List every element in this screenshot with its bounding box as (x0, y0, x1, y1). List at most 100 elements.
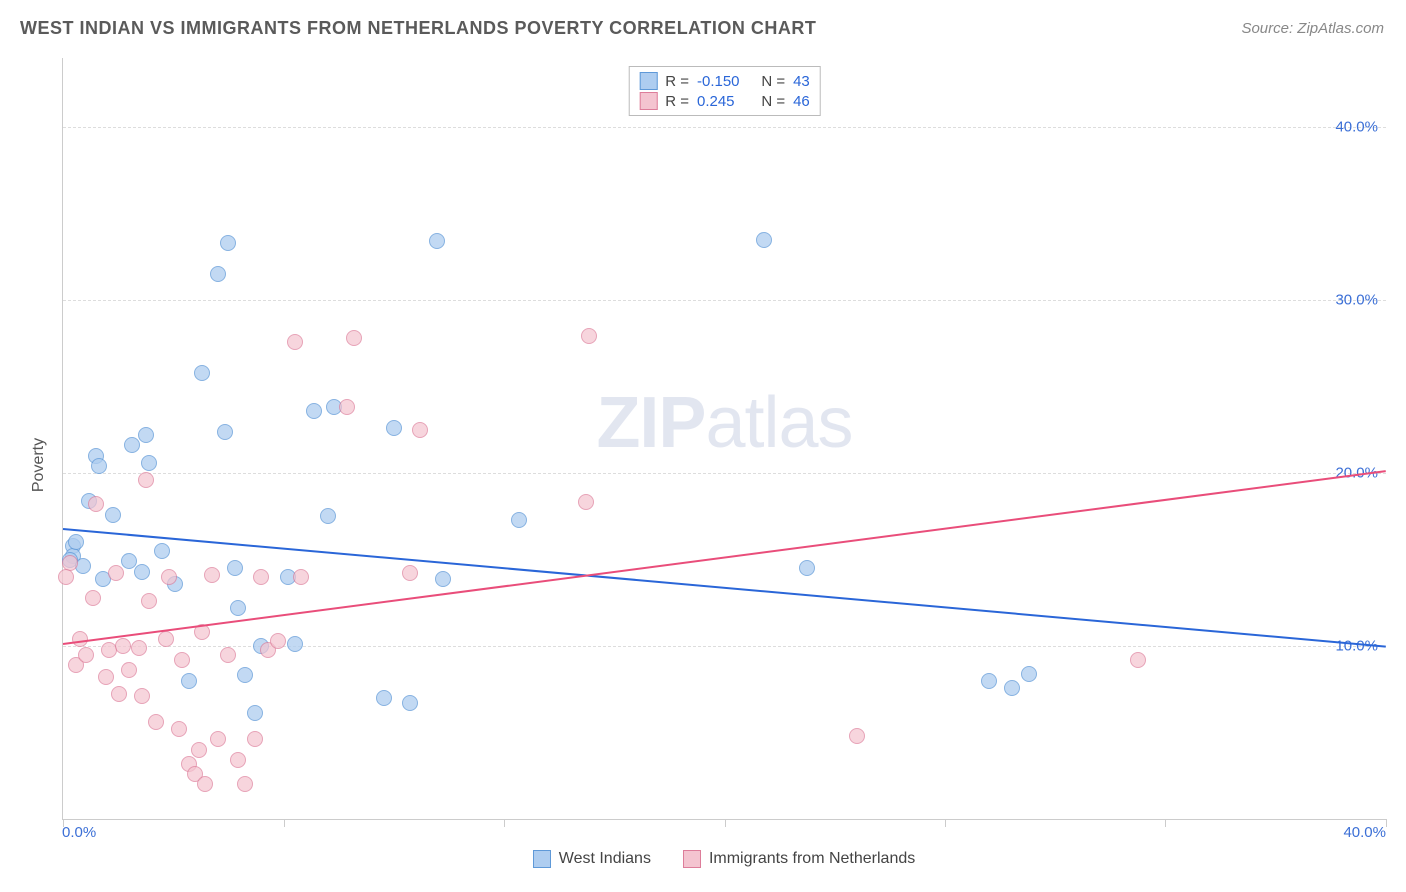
scatter-point (158, 631, 174, 647)
scatter-point (197, 776, 213, 792)
chart-container: Poverty ZIPatlas R = -0.150 N = 43R = 0.… (20, 58, 1386, 872)
scatter-point (435, 571, 451, 587)
scatter-point (376, 690, 392, 706)
scatter-point (1004, 680, 1020, 696)
scatter-point (108, 565, 124, 581)
scatter-point (237, 667, 253, 683)
scatter-point (247, 731, 263, 747)
stat-n-value: 43 (793, 73, 810, 90)
stat-n-label: N = (753, 93, 785, 110)
scatter-point (134, 564, 150, 580)
scatter-point (115, 638, 131, 654)
y-axis-label: Poverty (30, 438, 48, 492)
stat-n-label: N = (753, 73, 785, 90)
stat-n-value: 46 (793, 93, 810, 110)
scatter-point (429, 233, 445, 249)
stats-row: R = 0.245 N = 46 (639, 91, 810, 111)
scatter-point (581, 328, 597, 344)
y-tick-label: 40.0% (1335, 119, 1378, 136)
scatter-point (799, 560, 815, 576)
scatter-point (578, 494, 594, 510)
watermark-thin: atlas (705, 383, 852, 463)
series-legend: West Indians Immigrants from Netherlands (62, 846, 1386, 872)
scatter-point (98, 669, 114, 685)
scatter-point (58, 569, 74, 585)
scatter-point (253, 569, 269, 585)
scatter-point (124, 437, 140, 453)
scatter-point (154, 543, 170, 559)
scatter-point (402, 695, 418, 711)
trend-line (63, 470, 1386, 645)
scatter-point (191, 742, 207, 758)
scatter-point (161, 569, 177, 585)
x-tick (1386, 819, 1387, 827)
scatter-point (141, 455, 157, 471)
scatter-point (134, 688, 150, 704)
trend-line (63, 528, 1386, 648)
scatter-point (138, 472, 154, 488)
scatter-point (105, 507, 121, 523)
stat-r-value: 0.245 (697, 93, 745, 110)
scatter-point (141, 593, 157, 609)
scatter-point (227, 560, 243, 576)
stat-r-label: R = (665, 93, 689, 110)
scatter-point (217, 424, 233, 440)
legend-item: Immigrants from Netherlands (683, 850, 915, 868)
scatter-point (121, 662, 137, 678)
scatter-point (849, 728, 865, 744)
scatter-point (174, 652, 190, 668)
scatter-point (247, 705, 263, 721)
scatter-point (320, 508, 336, 524)
grid-line (63, 300, 1386, 301)
scatter-point (230, 600, 246, 616)
scatter-point (181, 673, 197, 689)
scatter-point (220, 647, 236, 663)
legend-swatch (533, 850, 551, 868)
scatter-point (402, 565, 418, 581)
scatter-point (85, 590, 101, 606)
scatter-point (68, 534, 84, 550)
scatter-point (237, 776, 253, 792)
scatter-point (287, 334, 303, 350)
scatter-point (131, 640, 147, 656)
scatter-point (1021, 666, 1037, 682)
legend-label: Immigrants from Netherlands (709, 850, 915, 868)
scatter-point (210, 266, 226, 282)
scatter-point (981, 673, 997, 689)
scatter-point (511, 512, 527, 528)
scatter-point (1130, 652, 1146, 668)
plot-area: ZIPatlas R = -0.150 N = 43R = 0.245 N = … (62, 58, 1386, 820)
source-attribution: Source: ZipAtlas.com (1241, 20, 1384, 37)
legend-swatch (639, 92, 657, 110)
x-axis-labels: 0.0% 40.0% (62, 824, 1386, 844)
watermark: ZIPatlas (596, 382, 852, 464)
grid-line (63, 473, 1386, 474)
legend-label: West Indians (559, 850, 651, 868)
stat-r-label: R = (665, 73, 689, 90)
chart-title: WEST INDIAN VS IMMIGRANTS FROM NETHERLAN… (20, 18, 816, 39)
scatter-point (148, 714, 164, 730)
scatter-point (91, 458, 107, 474)
scatter-point (138, 427, 154, 443)
grid-line (63, 127, 1386, 128)
scatter-point (386, 420, 402, 436)
scatter-point (78, 647, 94, 663)
scatter-point (287, 636, 303, 652)
legend-swatch (639, 72, 657, 90)
x-axis-max-label: 40.0% (1343, 824, 1386, 841)
scatter-point (306, 403, 322, 419)
scatter-point (171, 721, 187, 737)
stat-r-value: -0.150 (697, 73, 745, 90)
scatter-point (194, 365, 210, 381)
scatter-point (412, 422, 428, 438)
scatter-point (88, 496, 104, 512)
scatter-point (111, 686, 127, 702)
y-tick-label: 30.0% (1335, 292, 1378, 309)
scatter-point (220, 235, 236, 251)
scatter-point (210, 731, 226, 747)
stats-legend: R = -0.150 N = 43R = 0.245 N = 46 (628, 66, 821, 116)
scatter-point (230, 752, 246, 768)
scatter-point (204, 567, 220, 583)
legend-item: West Indians (533, 850, 651, 868)
scatter-point (339, 399, 355, 415)
